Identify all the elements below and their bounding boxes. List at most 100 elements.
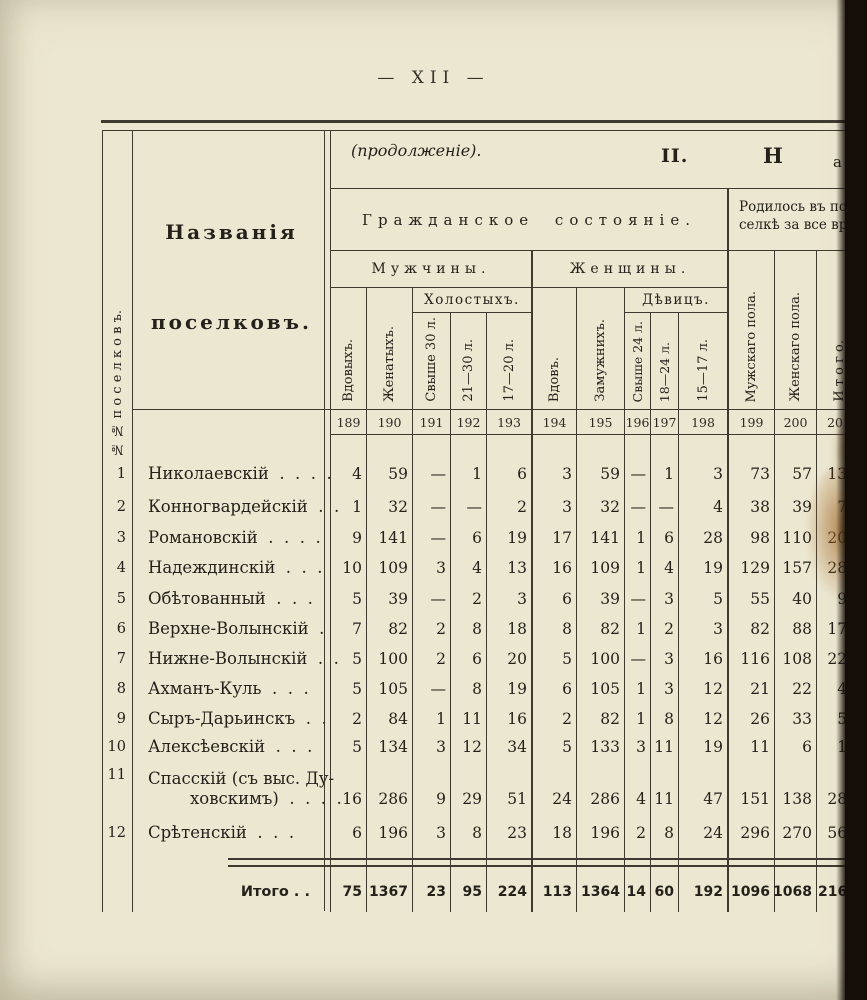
value-cell: 13 [487, 553, 533, 583]
value-cell: 38 [729, 490, 775, 523]
vertical-label: Мужскаго пола. [744, 290, 759, 402]
value-cell: 6 [651, 523, 679, 553]
value-cell: 33 [775, 704, 817, 733]
column-header-married-women: Замужнихъ. [577, 288, 625, 409]
value-cell: 6 [331, 816, 367, 850]
value-cell: 286 [577, 761, 625, 816]
value-cell: — [451, 490, 487, 523]
value-cell: 26 [729, 704, 775, 733]
filler-cell [487, 850, 533, 872]
value-cell: 32 [367, 490, 413, 523]
filler-cell [651, 850, 679, 872]
value-cell: 21 [729, 674, 775, 704]
filler-cell [775, 850, 817, 872]
title-fragment-1: Н [763, 143, 783, 168]
column-number-193: 193 [487, 409, 533, 435]
value-cell: — [625, 644, 651, 674]
value-cell: 3 [625, 733, 651, 761]
row-number: 2 [103, 490, 133, 523]
table-grid: № № п о с е л к о в ъ. Названія поселков… [102, 130, 861, 912]
vertical-label: Свыше 24 л. [630, 320, 645, 402]
value-cell: 9 [413, 761, 451, 816]
value-cell: 108 [775, 644, 817, 674]
value-cell: 4 [679, 490, 729, 523]
value-cell: 16 [331, 761, 367, 816]
row-number: 6 [103, 614, 133, 644]
value-cell: 3 [533, 457, 577, 490]
value-cell: 1 [413, 704, 451, 733]
born-in-settlement-header: Родилось въ по- селкѣ за все время [729, 189, 861, 251]
column-number-198: 198 [679, 409, 729, 435]
value-cell: 8 [451, 614, 487, 644]
names-header-line2: поселковъ. [151, 310, 312, 334]
value-cell: 59 [577, 457, 625, 490]
vertical-label: Вдовыхъ. [341, 339, 356, 402]
value-cell: — [413, 490, 451, 523]
column-header-widows: Вдовъ. [533, 288, 577, 409]
total-label: Итого . . [133, 872, 331, 912]
settlement-name: Надеждинскій . . . [133, 553, 331, 583]
vertical-label: Женатыхъ. [382, 326, 397, 402]
value-cell: 84 [367, 704, 413, 733]
filler-cell [679, 850, 729, 872]
value-cell: 24 [679, 816, 729, 850]
value-cell: 8 [651, 816, 679, 850]
value-cell: 39 [367, 583, 413, 614]
total-value: 224 [487, 872, 533, 912]
value-cell: — [625, 583, 651, 614]
book-binding-edge [836, 0, 867, 1000]
page-number: — XII — [377, 68, 490, 88]
column-number-189: 189 [331, 409, 367, 435]
settlement-name: Ахманъ-Куль . . . [133, 674, 331, 704]
value-cell: 19 [679, 553, 729, 583]
maidens-group-header: Дѣвицъ. [625, 288, 729, 313]
value-cell: 109 [367, 553, 413, 583]
settlement-name: Срѣтенскій . . . [133, 816, 331, 850]
value-cell: 17 [533, 523, 577, 553]
vertical-label: 15—17 л. [695, 339, 711, 402]
spacer-cell [487, 435, 533, 457]
value-cell: 9 [331, 523, 367, 553]
settlement-name: Николаевскій . . . . [133, 457, 332, 490]
spacer-cell [367, 435, 413, 457]
value-cell: 109 [577, 553, 625, 583]
women-group-header: Женщины. [533, 251, 729, 288]
value-cell: 4 [331, 457, 367, 490]
column-number-192: 192 [451, 409, 487, 435]
total-value: 1364 [577, 872, 625, 912]
row-number: 11 [103, 761, 133, 816]
settlement-name: Сыръ-Дарьинскъ . . [133, 704, 331, 733]
value-cell: 11 [451, 704, 487, 733]
value-cell: 5 [533, 644, 577, 674]
column-number-200: 200 [775, 409, 817, 435]
value-cell: 8 [651, 704, 679, 733]
value-cell: 5 [331, 583, 367, 614]
column-number-191: 191 [413, 409, 451, 435]
column-header-married-men: Женатыхъ. [367, 288, 413, 409]
value-cell: 100 [577, 644, 625, 674]
spacer-cell [533, 435, 577, 457]
bachelors-group-header: Холостыхъ. [413, 288, 533, 313]
row-number: 12 [103, 816, 133, 850]
value-cell: 3 [533, 490, 577, 523]
spacer-cell [413, 435, 451, 457]
value-cell: 1 [331, 490, 367, 523]
value-cell: 22 [775, 674, 817, 704]
spacer-cell [133, 435, 331, 457]
column-header-21-30: 21—30 л. [451, 313, 487, 409]
column-header-18-24: 18—24 л. [651, 313, 679, 409]
value-cell: 133 [577, 733, 625, 761]
value-cell: 12 [679, 674, 729, 704]
value-cell: 2 [487, 490, 533, 523]
value-cell: 141 [577, 523, 625, 553]
value-cell: 82 [577, 614, 625, 644]
value-cell: 116 [729, 644, 775, 674]
table-top-rule [101, 120, 860, 123]
filler-cell [451, 850, 487, 872]
value-cell: 134 [367, 733, 413, 761]
value-cell: 88 [775, 614, 817, 644]
value-cell: 98 [729, 523, 775, 553]
value-cell: 5 [679, 583, 729, 614]
value-cell: 73 [729, 457, 775, 490]
value-cell: 2 [651, 614, 679, 644]
